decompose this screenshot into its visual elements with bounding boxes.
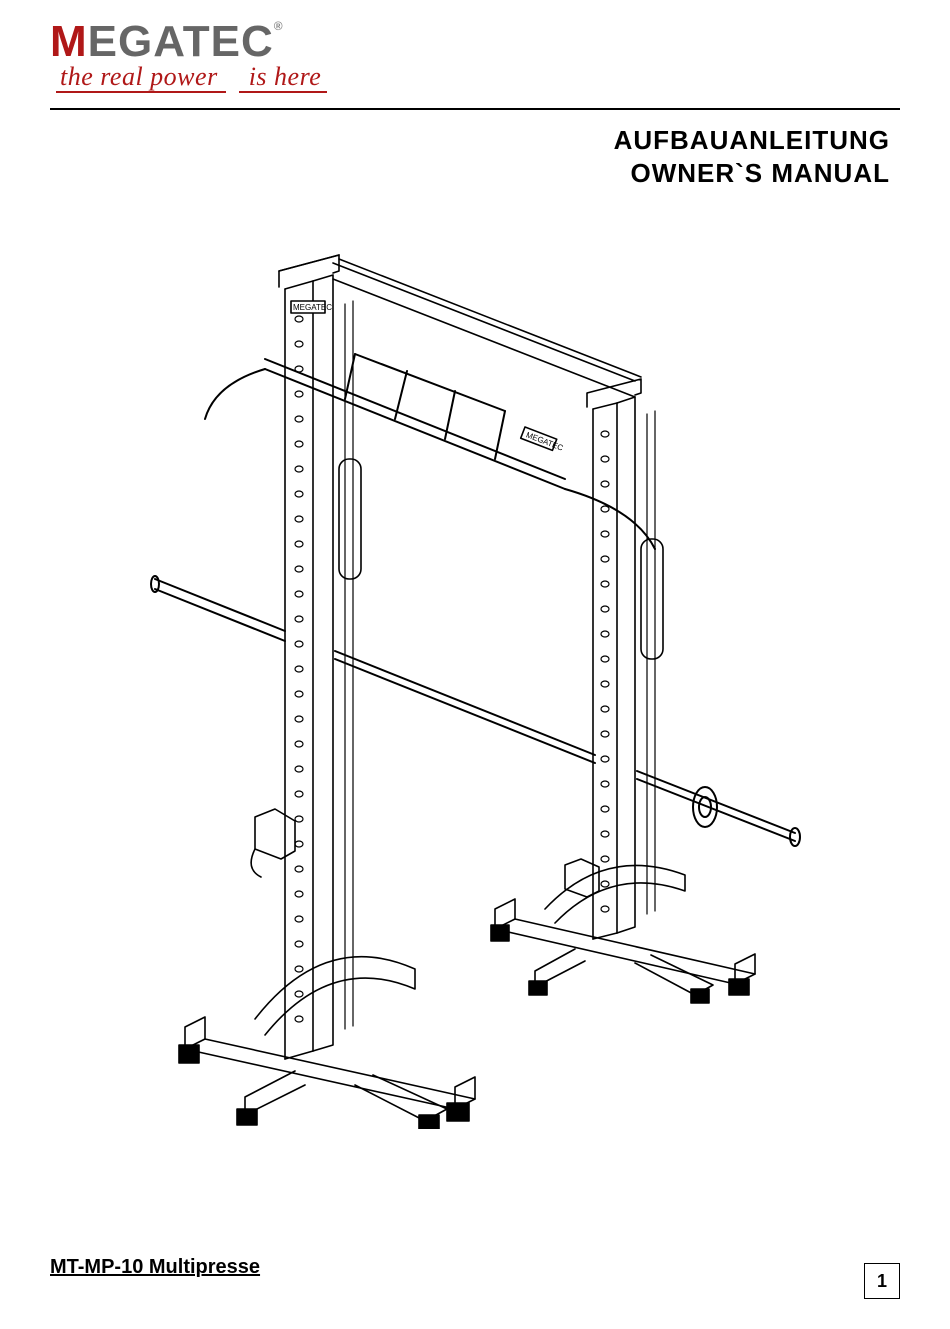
document-titles: AUFBAUANLEITUNG OWNER`S MANUAL (50, 124, 890, 189)
header-divider (50, 108, 900, 110)
title-german: AUFBAUANLEITUNG (50, 124, 890, 157)
brand-rest: EGATEC (88, 17, 274, 66)
page-footer: MT-MP-10 Multipresse 1 (50, 1239, 900, 1299)
brand-wordmark: MEGATEC® (50, 20, 900, 64)
brand-initial: M (50, 17, 88, 66)
page-number: 1 (877, 1271, 887, 1292)
multipress-drawing-icon: MEGATEC MEGATEC (95, 209, 855, 1129)
tagline-part-1: the real power (56, 62, 226, 93)
registered-mark: ® (274, 19, 284, 33)
page-number-box: 1 (864, 1263, 900, 1299)
product-model-name: MT-MP-10 Multipresse (50, 1256, 260, 1279)
brand-logo: MEGATEC® the real power is here (50, 20, 900, 100)
tagline-part-2: is here (239, 62, 328, 93)
svg-text:MEGATEC: MEGATEC (293, 303, 332, 312)
product-diagram: MEGATEC MEGATEC (50, 209, 900, 1134)
brand-tagline: the real power is here (56, 62, 327, 92)
title-english: OWNER`S MANUAL (50, 157, 890, 190)
